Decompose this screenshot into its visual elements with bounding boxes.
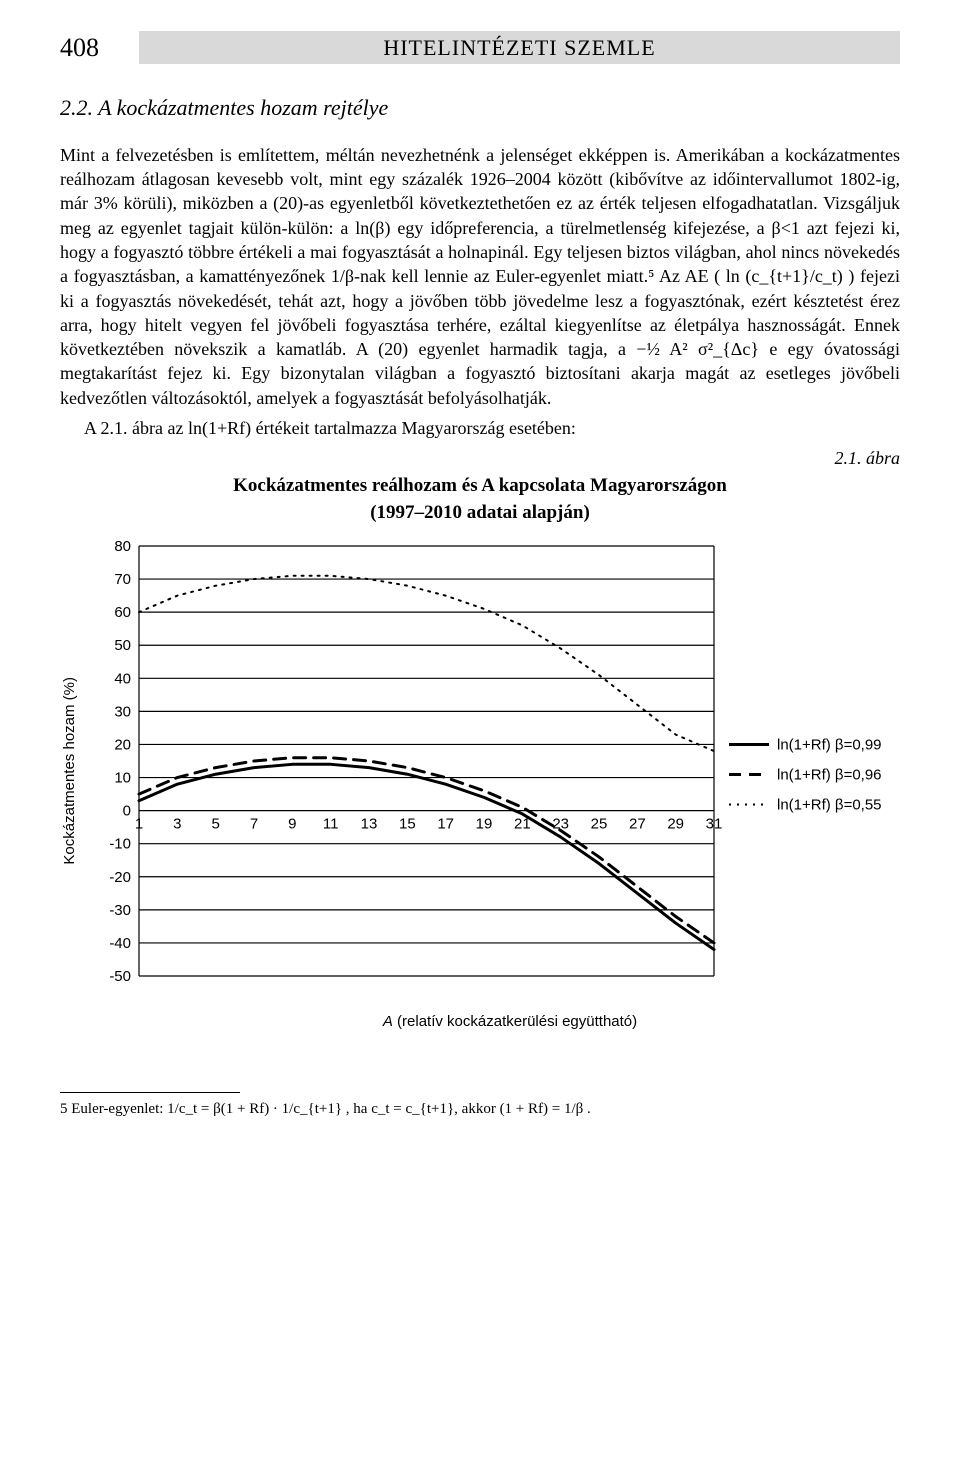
svg-text:7: 7 — [250, 816, 258, 833]
svg-text:30: 30 — [115, 703, 132, 720]
svg-text:50: 50 — [115, 637, 132, 654]
svg-text:11: 11 — [323, 816, 339, 833]
svg-text:ln(1+Rf) β=0,99: ln(1+Rf) β=0,99 — [777, 736, 882, 753]
svg-text:10: 10 — [115, 769, 132, 786]
svg-text:20: 20 — [115, 736, 132, 753]
svg-text:-20: -20 — [110, 869, 132, 886]
body-indent-line: A 2.1. ábra az ln(1+Rf) értékeit tartalm… — [60, 416, 900, 440]
footnote: 5 Euler-egyenlet: 1/c_t = β(1 + Rf) · 1/… — [60, 1099, 900, 1119]
svg-text:31: 31 — [706, 816, 723, 833]
svg-text:40: 40 — [115, 670, 132, 687]
x-axis-label: A (relatív kockázatkerülési együttható) — [120, 1012, 900, 1032]
svg-text:19: 19 — [476, 816, 493, 833]
body-paragraph: Mint a felvezetésben is említettem, mélt… — [60, 143, 900, 410]
figure-label: 2.1. ábra — [60, 446, 900, 470]
svg-text:1: 1 — [135, 816, 143, 833]
figure-title: Kockázatmentes reálhozam és A kapcsolata… — [60, 473, 900, 499]
page-number: 408 — [60, 30, 99, 65]
svg-text:-10: -10 — [110, 836, 132, 853]
y-axis-label: Kockázatmentes hozam (%) — [60, 677, 80, 865]
svg-text:25: 25 — [591, 816, 608, 833]
svg-text:ln(1+Rf) β=0,55: ln(1+Rf) β=0,55 — [777, 796, 882, 813]
svg-text:5: 5 — [212, 816, 220, 833]
svg-text:13: 13 — [361, 816, 378, 833]
svg-text:-50: -50 — [110, 968, 132, 985]
svg-text:ln(1+Rf) β=0,96: ln(1+Rf) β=0,96 — [777, 766, 882, 783]
svg-text:70: 70 — [115, 571, 132, 588]
svg-text:29: 29 — [668, 816, 685, 833]
footnote-rule — [60, 1092, 240, 1093]
svg-text:15: 15 — [399, 816, 416, 833]
svg-text:9: 9 — [288, 816, 296, 833]
svg-text:17: 17 — [438, 816, 455, 833]
svg-text:80: 80 — [115, 538, 132, 555]
svg-text:27: 27 — [629, 816, 646, 833]
chart-container: Kockázatmentes hozam (%) -50 -40 -30 -20 -10… — [60, 536, 900, 1006]
journal-title-bar: HITELINTÉZETI SZEMLE — [139, 31, 900, 65]
page-header: 408 HITELINTÉZETI SZEMLE — [60, 30, 900, 65]
svg-text:3: 3 — [173, 816, 181, 833]
figure-subtitle: (1997–2010 adatai alapján) — [60, 500, 900, 526]
section-heading: 2.2. A kockázatmentes hozam rejtélye — [60, 93, 900, 123]
svg-text:-30: -30 — [110, 902, 132, 919]
svg-text:60: 60 — [115, 604, 132, 621]
line-chart: -50-40-30-20-100102030405060708013579111… — [84, 536, 884, 1006]
svg-text:0: 0 — [123, 803, 131, 820]
svg-text:-40: -40 — [110, 935, 132, 952]
